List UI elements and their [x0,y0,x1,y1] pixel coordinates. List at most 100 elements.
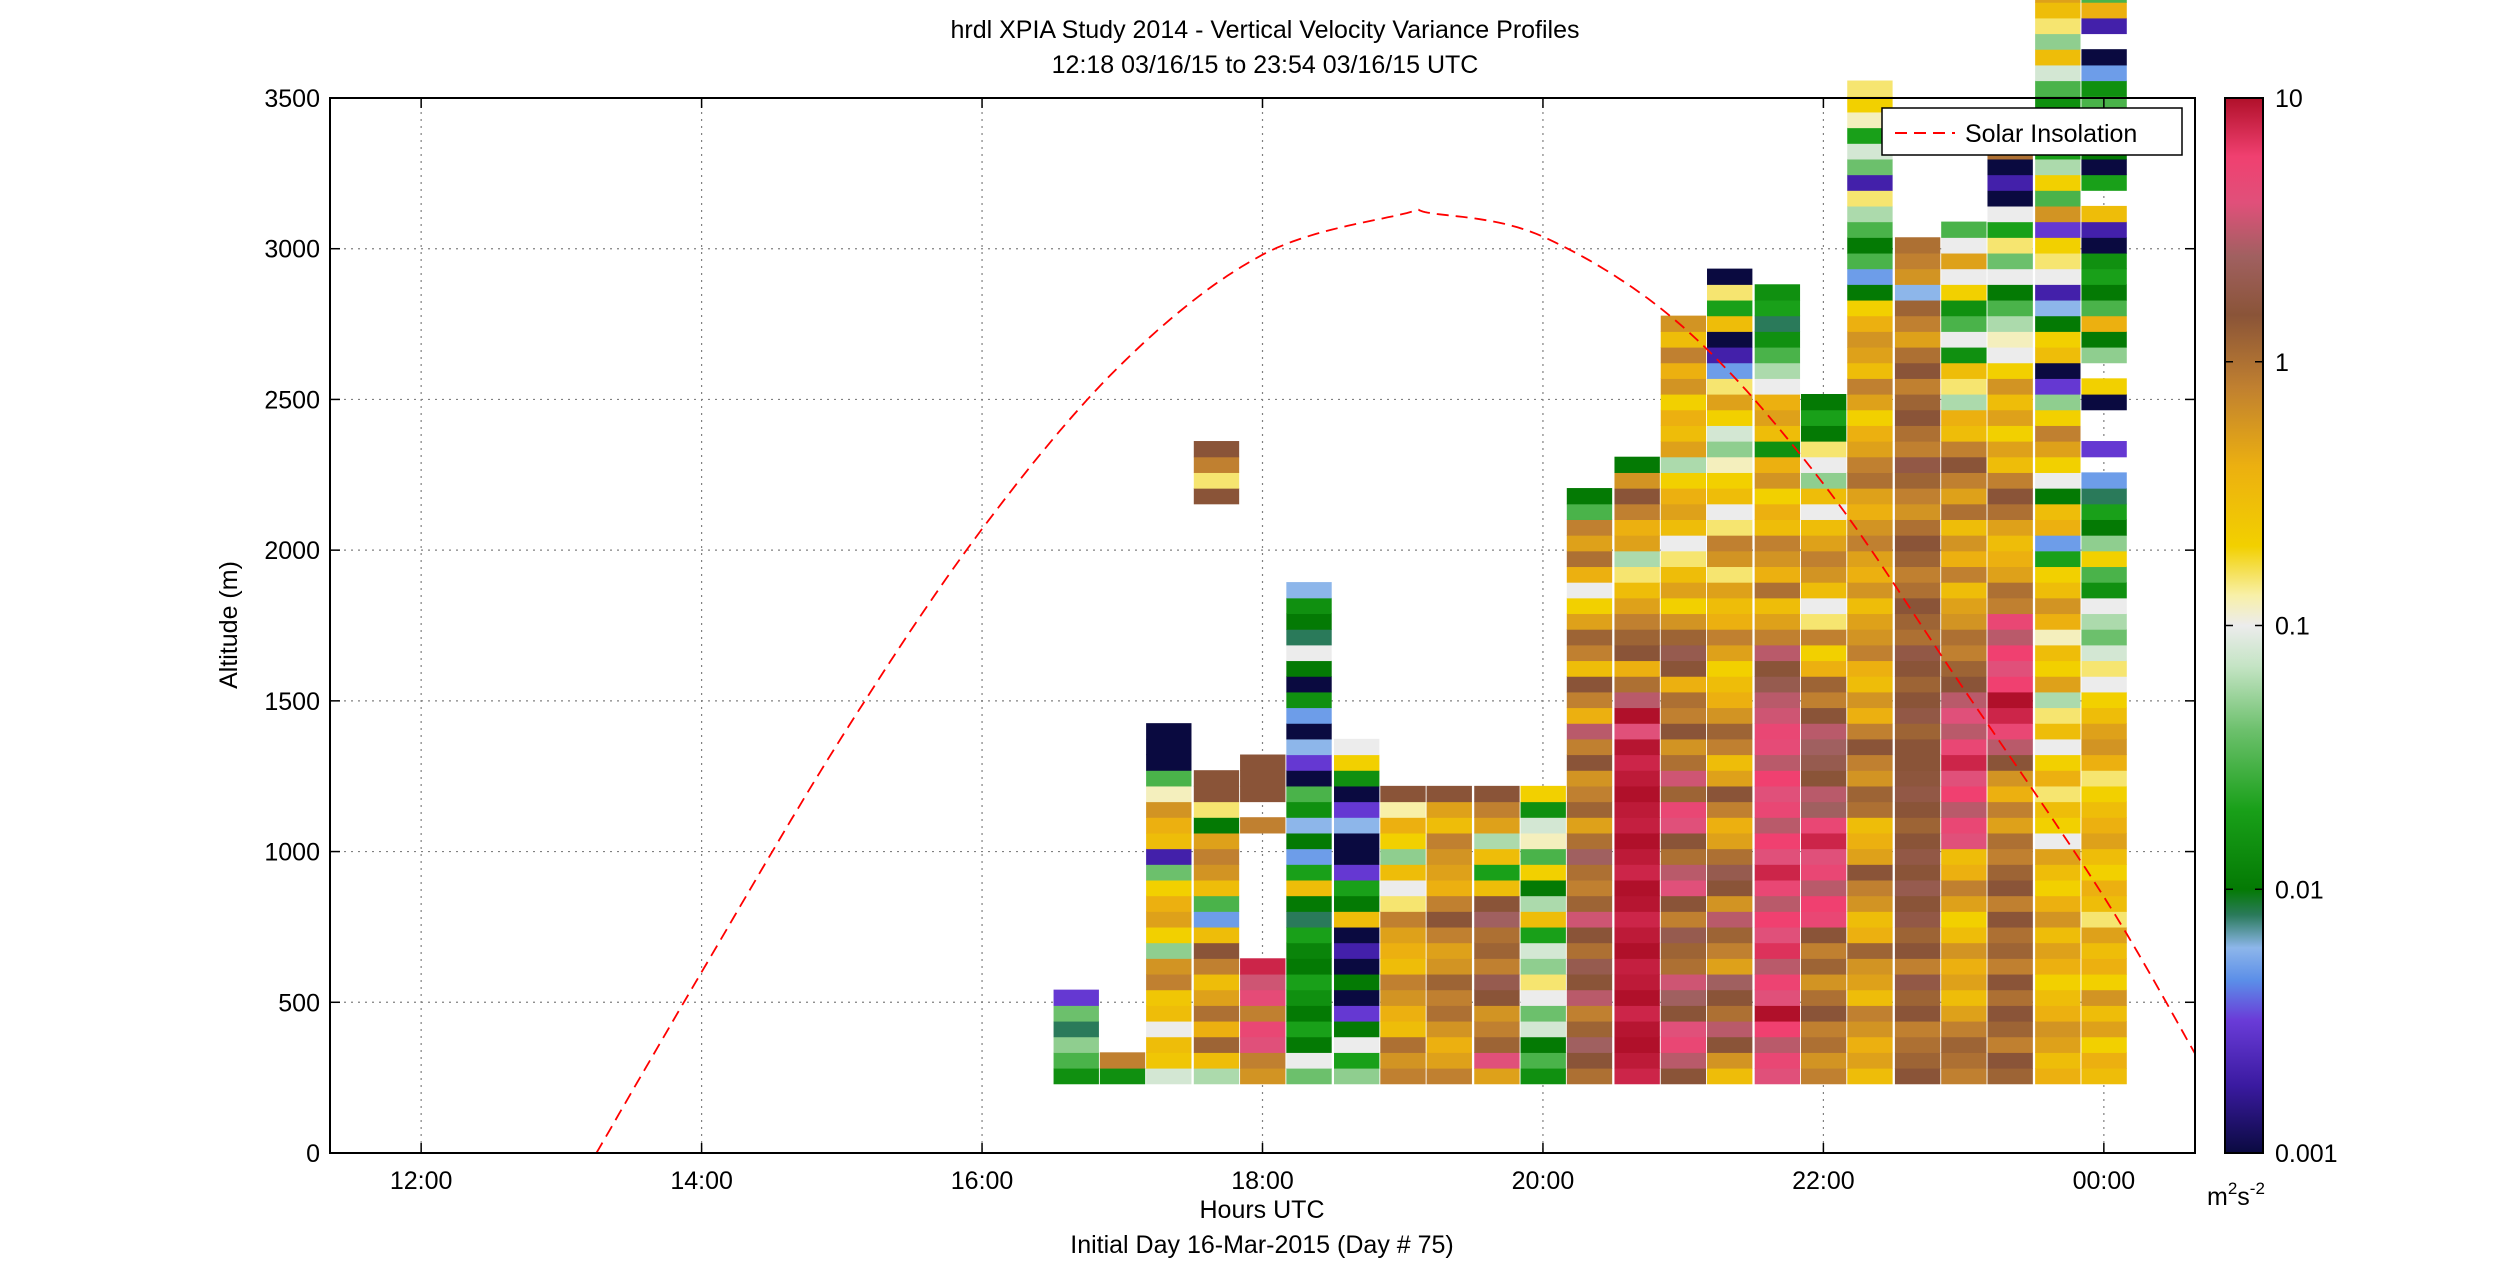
heatmap-cell [1941,550,1987,568]
heatmap-cell [1894,989,1941,1006]
heatmap-cell [2081,973,2127,991]
heatmap-cell [1566,723,1613,740]
heatmap-cell [1707,472,1753,489]
heatmap-cell [1426,1068,1472,1085]
heatmap-cell [1566,691,1613,709]
heatmap-cell [2081,754,2127,771]
heatmap-cell [2035,973,2081,991]
colorbar-units: m2s-2 [2207,1179,2265,1211]
heatmap-cell [1894,785,1941,803]
heatmap-cell [2081,566,2127,583]
heatmap-cell [1987,1036,2033,1053]
heatmap-cell [1053,1036,1099,1053]
heatmap-cell [2035,566,2081,583]
heatmap-cell [2035,613,2081,630]
heatmap-cell [1146,723,1192,740]
heatmap-cell [1707,331,1753,348]
heatmap-cell [2081,707,2127,724]
heatmap-cell [1894,346,1941,364]
heatmap-cell [2035,942,2081,959]
heatmap-cell [1707,848,1753,865]
heatmap-cell [1847,926,1893,944]
heatmap-cell [1847,1036,1893,1053]
heatmap-cell [1474,817,1520,834]
heatmap-cell [1847,597,1893,615]
heatmap-cell [1847,879,1893,897]
heatmap-cell [1614,864,1660,881]
heatmap-cell [1614,942,1660,959]
heatmap-cell [1987,911,2033,928]
heatmap-cell [1941,503,1987,520]
heatmap-cell [1286,629,1332,646]
heatmap-cell [1566,926,1613,944]
heatmap-cell [1800,613,1847,630]
heatmap-cell [1286,973,1332,991]
heatmap-cell [1380,942,1426,959]
heatmap-cell [1614,723,1660,740]
heatmap-cell [2081,864,2127,881]
heatmap-cell [2035,237,2081,254]
heatmap-cell [1240,1068,1286,1085]
heatmap-cell [2081,738,2127,756]
heatmap-cell [1426,848,1472,865]
heatmap-cell [1987,754,2033,771]
heatmap-cell [1800,770,1847,787]
heatmap-cell [1286,864,1332,881]
heatmap-cell [1987,1020,2033,1038]
heatmap-cell [1566,1068,1613,1085]
heatmap-cell [1754,582,1801,599]
heatmap-cell [1987,566,2033,583]
heatmap-cell [2035,660,2081,677]
heatmap-cell [1987,409,2033,426]
heatmap-cell [1614,770,1660,787]
heatmap-cell [2081,519,2127,536]
heatmap-cell [1847,754,1893,771]
heatmap-cell [1614,832,1660,850]
heatmap-cell [2081,942,2127,959]
y-tick-label: 1000 [264,839,320,867]
heatmap-cell [1614,691,1660,709]
heatmap-cell [1987,817,2033,834]
heatmap-cell [1754,1036,1801,1053]
heatmap-cell [1707,582,1753,599]
heatmap-cell [1754,973,1801,991]
heatmap-cell [1987,550,2033,568]
heatmap-cell [2035,597,2081,615]
heatmap-cell [2081,550,2127,568]
heatmap-cell [1707,346,1753,364]
y-tick-label: 2000 [264,537,320,565]
heatmap-cell [1941,770,1987,787]
heatmap-cell [1987,535,2033,552]
heatmap-cell [1614,629,1660,646]
heatmap-cell [1847,738,1893,756]
heatmap-cell [2081,1068,2127,1085]
heatmap-cell [1286,989,1332,1006]
heatmap-cell [1894,832,1941,850]
heatmap-cell [1614,817,1660,834]
heatmap-cell [1286,1005,1332,1022]
heatmap-cell [2035,926,2081,944]
heatmap-cell [1754,613,1801,630]
heatmap-cell [1941,409,1987,426]
heatmap-cell [2035,848,2081,865]
heatmap-cell [1660,503,1707,520]
heatmap-cell [2081,1036,2127,1053]
heatmap-cell [1754,848,1801,865]
heatmap-cell [2035,582,2081,599]
heatmap-cell [1707,284,1753,301]
heatmap-cell [1800,817,1847,834]
heatmap-cell [1474,864,1520,881]
heatmap-cell [1941,879,1987,897]
heatmap-cell [1754,1020,1801,1038]
heatmap-cell [1754,597,1801,615]
heatmap-cell [1847,252,1893,270]
heatmap-cell [2081,644,2127,662]
colorbar-units-exp2: -2 [2250,1179,2265,1198]
heatmap-cell [1520,989,1566,1006]
heatmap-cell [1941,535,1987,552]
heatmap-cell [2035,1052,2081,1069]
colorbar-tick-label: 0.01 [2275,876,2324,904]
heatmap-cell [1426,864,1472,881]
heatmap-cell [1894,299,1941,317]
heatmap-cell [1987,331,2033,348]
